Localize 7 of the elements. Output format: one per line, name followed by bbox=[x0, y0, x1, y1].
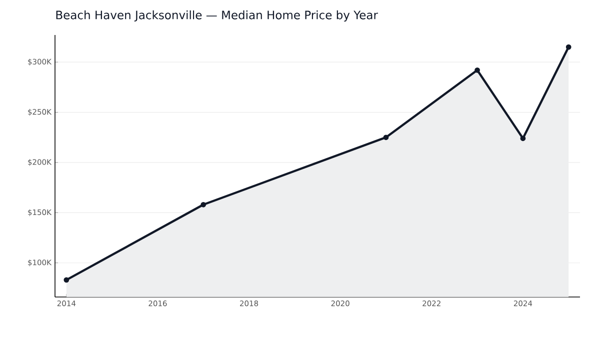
point bbox=[64, 277, 70, 283]
point bbox=[566, 44, 572, 50]
point bbox=[474, 67, 480, 73]
point bbox=[383, 134, 389, 140]
point bbox=[200, 202, 206, 208]
chart-title: Beach Haven Jacksonville — Median Home Price by Year bbox=[56, 10, 378, 22]
point bbox=[520, 136, 526, 142]
